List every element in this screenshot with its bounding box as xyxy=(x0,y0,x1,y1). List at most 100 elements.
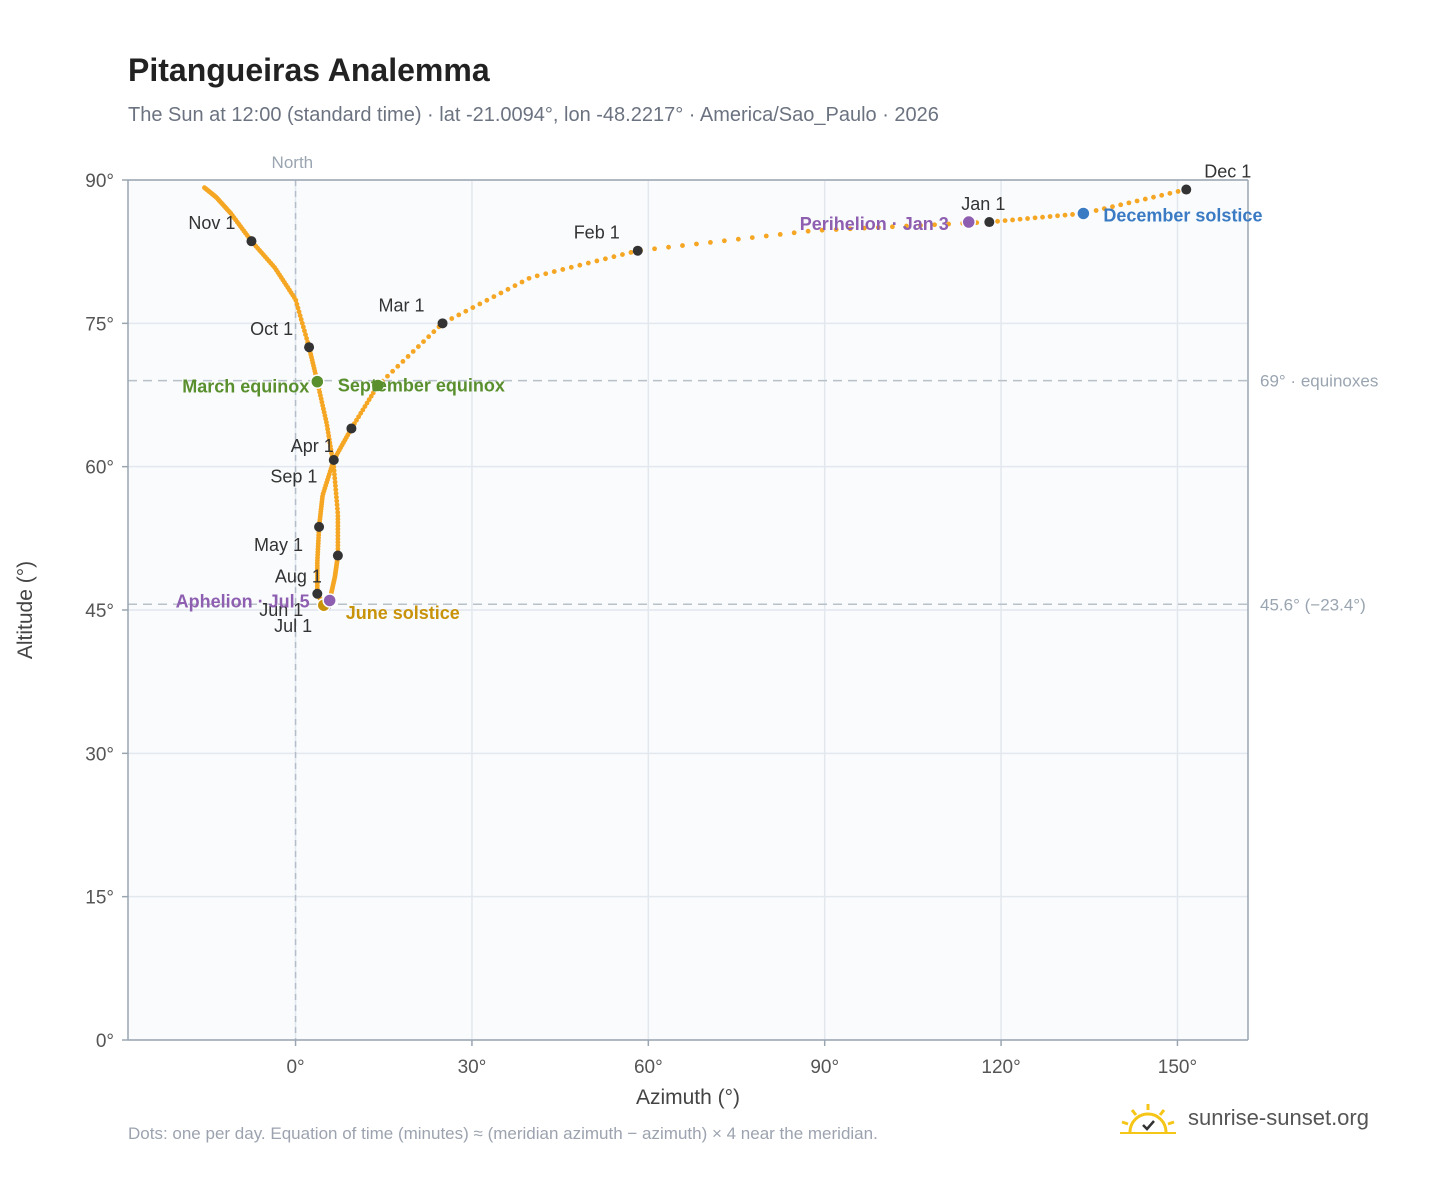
month-marker xyxy=(632,245,643,256)
day-dot xyxy=(366,397,372,403)
day-dot xyxy=(356,414,362,420)
event-label: Perihelion · Jan 3 xyxy=(800,214,949,234)
day-dot xyxy=(680,243,685,248)
day-dot xyxy=(805,228,811,234)
day-dot xyxy=(833,227,839,232)
day-dot xyxy=(1017,216,1023,222)
event-marker xyxy=(310,374,325,389)
day-dot xyxy=(628,250,634,255)
month-label: Jan 1 xyxy=(961,194,1005,214)
day-dot xyxy=(335,510,341,515)
x-tick-label: 90° xyxy=(810,1057,839,1078)
day-dot xyxy=(299,320,305,326)
day-dot xyxy=(360,407,366,413)
chart-subtitle: The Sun at 12:00 (standard time) · lat -… xyxy=(128,104,939,126)
month-label: Apr 1 xyxy=(291,436,334,456)
x-tick-label: 60° xyxy=(634,1057,663,1078)
day-dot xyxy=(1134,198,1140,204)
day-dot xyxy=(611,254,617,260)
day-dot xyxy=(1093,208,1099,213)
day-dot xyxy=(333,487,339,493)
day-dot xyxy=(749,235,755,240)
day-dot xyxy=(303,332,308,338)
day-dot xyxy=(491,294,497,300)
north-label: North xyxy=(272,153,314,172)
day-dot xyxy=(385,373,390,379)
day-dot xyxy=(304,336,309,341)
day-dot xyxy=(395,363,401,369)
day-dot xyxy=(1047,214,1053,219)
month-label: Feb 1 xyxy=(574,223,620,243)
day-dot xyxy=(652,246,657,252)
y-tick-label: 15° xyxy=(85,888,114,909)
x-tick-label: 0° xyxy=(286,1057,304,1078)
day-dot xyxy=(456,312,462,318)
month-marker xyxy=(332,550,343,561)
event-label: September equinox xyxy=(338,375,505,395)
day-dot xyxy=(298,316,304,322)
y-tick-label: 0° xyxy=(96,1031,114,1052)
y-tick-label: 75° xyxy=(85,314,114,335)
event-marker xyxy=(322,593,337,608)
reference-line-label: 45.6° (−23.4°) xyxy=(1260,595,1366,614)
day-dot xyxy=(763,233,769,239)
day-dot xyxy=(1142,196,1148,202)
day-dot xyxy=(1167,190,1173,196)
month-marker xyxy=(346,423,357,434)
day-dot xyxy=(847,226,853,232)
day-dot xyxy=(1126,200,1132,206)
day-dot xyxy=(300,324,306,330)
day-dot xyxy=(735,236,741,242)
sun-icon xyxy=(1120,1104,1176,1134)
day-dot xyxy=(426,334,432,340)
event-label: June solstice xyxy=(346,603,460,623)
day-dot xyxy=(1151,194,1156,200)
day-dot xyxy=(904,223,909,229)
day-dot xyxy=(932,222,937,228)
y-axis-title: Altitude (°) xyxy=(14,561,37,659)
day-dot xyxy=(505,286,511,292)
day-dot xyxy=(1118,202,1124,208)
day-dot xyxy=(295,305,301,311)
day-dot xyxy=(594,258,600,264)
day-dot xyxy=(560,267,566,272)
day-dot xyxy=(334,502,340,508)
reference-line-label: 69° · equinoxes xyxy=(1260,372,1378,391)
day-dot xyxy=(708,239,713,245)
month-marker xyxy=(304,342,315,353)
day-dot xyxy=(543,271,549,277)
month-marker xyxy=(984,217,995,228)
day-dot xyxy=(1101,206,1107,211)
day-dot xyxy=(1110,204,1115,210)
day-dot xyxy=(332,479,338,485)
event-marker xyxy=(961,214,976,230)
day-dot xyxy=(1032,215,1038,221)
day-dot xyxy=(861,225,867,231)
day-dot xyxy=(498,290,504,296)
brand-name: sunrise-sunset.org xyxy=(1188,1105,1369,1130)
day-dot xyxy=(791,230,797,236)
day-dot xyxy=(551,269,557,274)
day-dot xyxy=(390,368,396,374)
day-dot xyxy=(431,329,437,335)
day-dot xyxy=(995,218,1000,224)
month-label: Aug 1 xyxy=(275,567,322,587)
day-dot xyxy=(1010,217,1015,223)
day-dot xyxy=(415,344,421,349)
day-dot xyxy=(1062,212,1068,218)
brand-logo[interactable]: sunrise-sunset.org xyxy=(1118,1102,1369,1134)
month-marker xyxy=(314,521,325,532)
month-label: Dec 1 xyxy=(1204,162,1251,182)
day-dot xyxy=(354,417,359,423)
day-dot xyxy=(334,498,340,504)
event-label: December solstice xyxy=(1103,205,1262,225)
day-dot xyxy=(512,283,518,289)
day-dot xyxy=(1159,192,1165,198)
day-dot xyxy=(463,308,469,314)
day-dot xyxy=(777,231,783,237)
day-dot xyxy=(585,260,591,266)
day-dot xyxy=(1175,189,1181,194)
day-dot xyxy=(1055,213,1060,219)
chart-title: Pitangueiras Analemma xyxy=(128,52,490,88)
month-marker xyxy=(312,588,323,599)
